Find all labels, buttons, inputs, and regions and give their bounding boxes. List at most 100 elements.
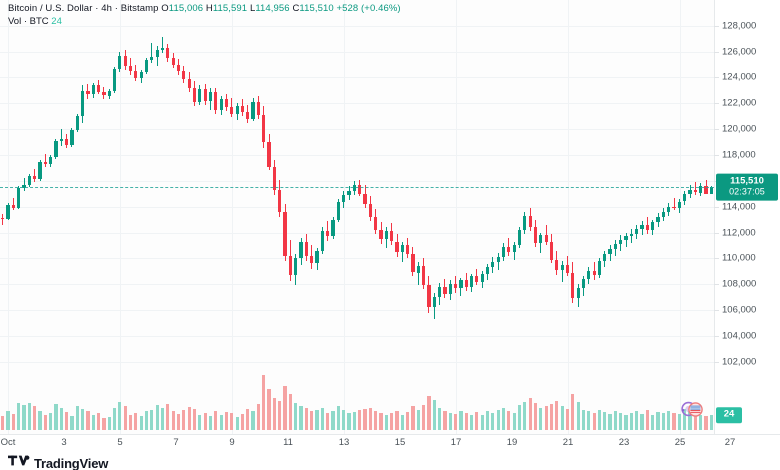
price-tick-mark: [714, 310, 719, 311]
price-tick-mark: [714, 25, 719, 27]
candle-body: [251, 102, 255, 119]
symbol-name[interactable]: Bitcoin / U.S. Dollar: [8, 3, 93, 14]
candle-body: [406, 245, 410, 255]
exchange-label[interactable]: Bitstamp: [120, 3, 159, 14]
close-value: 115,510: [299, 3, 334, 14]
candle-body: [182, 71, 186, 79]
candle-body: [283, 211, 287, 256]
volume-bar: [262, 375, 266, 430]
volume-bar: [43, 415, 47, 430]
interval-label[interactable]: 4h: [101, 3, 113, 14]
volume-bar: [294, 402, 298, 430]
volume-bar: [560, 405, 564, 430]
price-tick-mark: [714, 258, 719, 260]
candle-body: [294, 258, 298, 276]
gridline-horizontal: [0, 335, 714, 337]
volume-bar: [118, 402, 122, 430]
volume-bar: [171, 411, 175, 430]
candle-body: [310, 255, 314, 264]
volume-bar: [523, 401, 527, 430]
volume-bar: [368, 407, 372, 430]
candle-body: [576, 288, 580, 299]
candle-body: [453, 284, 458, 288]
volume-bar: [246, 408, 250, 430]
candle-wick: [2, 214, 4, 225]
candle-body: [565, 264, 570, 273]
candle-body: [246, 112, 250, 119]
candle-body: [629, 233, 634, 237]
candle-body: [480, 273, 484, 282]
gridline-horizontal: [0, 232, 714, 234]
volume-bar: [411, 406, 415, 430]
time-tick-label: 17: [450, 437, 462, 448]
volume-label[interactable]: Vol · BTC: [8, 15, 49, 27]
volume-bar: [347, 413, 351, 430]
candle-body: [134, 71, 138, 79]
volume-bar: [107, 417, 111, 430]
candle-body: [651, 222, 655, 230]
candle-body: [278, 189, 282, 212]
chart-plot-area[interactable]: [0, 0, 714, 434]
low-value: 114,956: [255, 3, 290, 14]
volume-bar: [283, 386, 287, 430]
volume-bar: [214, 410, 218, 430]
volume-bar: [581, 409, 586, 430]
volume-bar: [160, 408, 165, 430]
volume-bar: [533, 402, 538, 430]
price-tick-mark: [714, 51, 719, 53]
price-tick-mark: [714, 103, 719, 105]
time-tick-label: 19: [506, 437, 518, 448]
volume-bar: [166, 404, 170, 430]
legend-separator-2: ·: [114, 3, 119, 14]
price-axis[interactable]: 128,000 126,000 124,000 122,000 120,000 118,0…: [714, 0, 780, 434]
candle-body: [512, 245, 516, 252]
volume-bar: [310, 411, 314, 430]
candle-body: [240, 105, 245, 113]
candle-wick: [545, 224, 547, 246]
candle-body: [342, 195, 346, 202]
candle-body: [640, 224, 644, 229]
candle-body: [86, 91, 90, 95]
candle-wick: [60, 129, 62, 146]
current-volume-badge[interactable]: 24: [716, 407, 742, 423]
volume-bar: [645, 409, 649, 430]
candle-body: [469, 276, 474, 287]
volume-series: [1, 375, 713, 430]
volume-bar: [464, 413, 468, 430]
candle-body: [491, 262, 495, 268]
volume-bar: [224, 412, 229, 430]
volume-bar: [27, 403, 31, 430]
price-tick-label: 102,000: [722, 356, 757, 368]
candle-body: [272, 166, 277, 190]
current-price-line: [0, 187, 714, 189]
price-tick-label: 112,000: [722, 227, 756, 238]
volume-bar: [6, 410, 10, 430]
price-tick-label: 118,000: [722, 149, 756, 161]
candlestick-series: [1, 37, 713, 319]
candle-body: [11, 205, 15, 208]
volume-bar: [427, 395, 431, 430]
volume-bar: [150, 409, 154, 430]
candle-body: [336, 201, 340, 220]
volume-bar: [683, 408, 687, 430]
candle-body: [288, 255, 292, 276]
low-key: L: [249, 3, 256, 14]
symbol-ohlc-row: Bitcoin / U.S. Dollar · 4h · Bitstamp O1…: [8, 3, 401, 15]
volume-bar: [576, 402, 580, 430]
time-axis[interactable]: Oct 3 5 7 9 11 13 15 17 19 21 23 25 27: [0, 434, 780, 452]
volume-bar: [1, 416, 5, 430]
candle-body: [112, 69, 117, 91]
gridline-horizontal: [0, 77, 714, 79]
candle-wick: [327, 220, 329, 242]
current-price-badge[interactable]: 115,510 02:37:05: [716, 173, 778, 201]
volume-bar: [86, 411, 90, 430]
candle-body: [192, 87, 197, 102]
time-tick-label: 23: [618, 437, 630, 448]
tradingview-logo-icon: [8, 454, 30, 470]
volume-bar: [198, 415, 202, 430]
volume-bar: [219, 414, 223, 430]
volume-bar: [592, 412, 596, 430]
volume-bar: [342, 409, 346, 430]
tradingview-logo[interactable]: TradingView: [8, 454, 108, 470]
candle-body: [320, 231, 324, 251]
